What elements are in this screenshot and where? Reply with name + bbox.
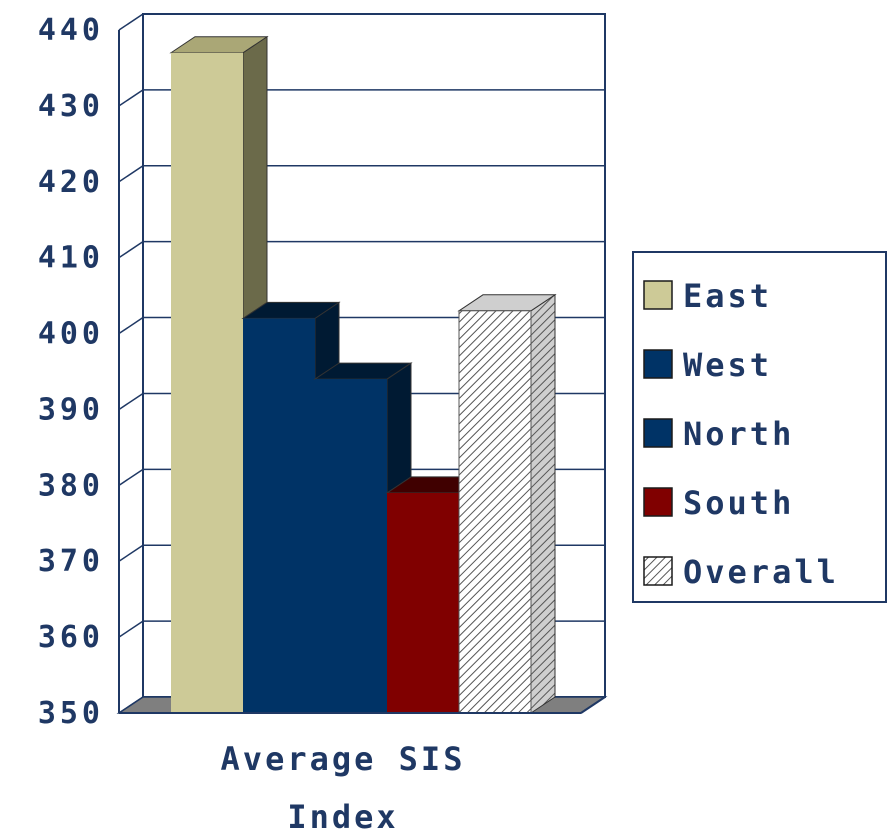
legend-swatch-east [643, 280, 673, 310]
x-category-label: Average SIS [221, 740, 466, 778]
x-category-label: Index [287, 798, 398, 836]
y-tick-label: 440 [38, 13, 104, 48]
legend-box [632, 251, 887, 603]
y-tick-label: 370 [38, 544, 104, 579]
bars [169, 35, 557, 714]
gridline-side [118, 468, 144, 486]
gridline-side [118, 165, 144, 183]
bar-front [243, 318, 315, 713]
gridline-side [118, 241, 144, 259]
legend-swatch-north [643, 418, 673, 448]
gridline-side [118, 392, 144, 411]
y-tick-label: 430 [38, 89, 104, 124]
category-labels: Average SIS Index [221, 740, 466, 836]
legend-swatch-south [643, 487, 673, 517]
gridline-side [118, 620, 144, 638]
bar-front [315, 379, 387, 713]
legend-label-south: South [683, 484, 794, 522]
gridline-side [118, 89, 144, 107]
y-tick-label: 390 [38, 392, 104, 427]
legend: East West North South Overall [632, 251, 887, 603]
y-tick-label: 350 [38, 696, 104, 731]
legend-label-north: North [683, 415, 794, 453]
legend-swatch-overall [643, 556, 673, 586]
gridline-side [118, 316, 144, 335]
legend-swatch-west [643, 349, 673, 379]
x-axis-right-edge [580, 696, 606, 714]
gridline-side [118, 544, 144, 562]
y-tick-label: 410 [38, 241, 104, 276]
y-tick-label: 420 [38, 165, 104, 200]
y-tick-labels: 350 360 370 380 390 400 410 420 430 440 [38, 13, 104, 731]
legend-label-overall: Overall [683, 553, 839, 591]
legend-label-west: West [683, 346, 772, 384]
axes [118, 30, 606, 714]
y-tick-label: 380 [38, 468, 104, 503]
gridline-side [118, 13, 144, 31]
bar-front [171, 52, 243, 714]
y-tick-label: 400 [38, 317, 104, 352]
y-tick-label: 360 [38, 620, 104, 655]
bar-overall [457, 293, 557, 714]
legend-label-east: East [683, 277, 772, 315]
bar-side [530, 293, 556, 714]
bar-front [458, 310, 532, 714]
bar-front [387, 492, 459, 713]
